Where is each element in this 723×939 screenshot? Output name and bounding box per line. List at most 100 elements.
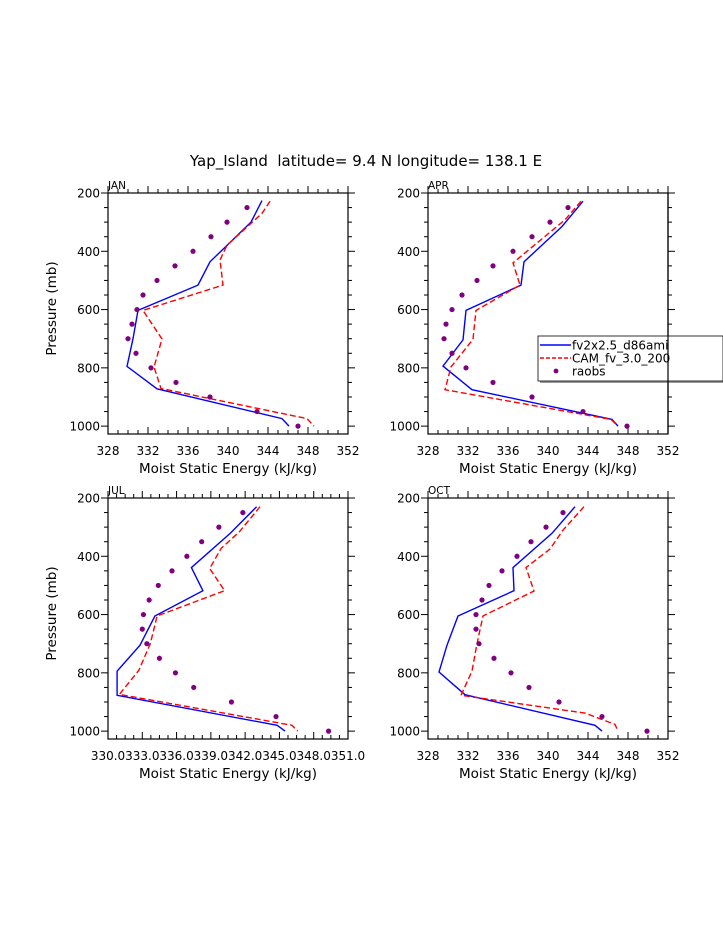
- cam-series-line: [459, 506, 619, 732]
- x-tick-label: 328: [417, 749, 440, 763]
- legend-label: raobs: [572, 365, 606, 379]
- panel-label: OCT: [428, 485, 451, 497]
- raobs-point: [449, 306, 455, 313]
- y-tick-label: 800: [397, 361, 420, 375]
- y-tick-label: 200: [77, 492, 100, 506]
- raobs-point: [190, 248, 196, 254]
- raobs-point: [543, 524, 549, 530]
- raobs-point: [295, 423, 301, 429]
- raobs-point: [499, 568, 505, 574]
- raobs-point: [139, 626, 145, 632]
- raobs-point: [473, 611, 479, 618]
- panel-jul: JUL 330.0 333.0 336.0 339.0 342.0 345.0 348.0 35…: [44, 485, 365, 782]
- raobs-point: [191, 684, 197, 691]
- y-axis-title: Pressure (mb): [44, 566, 60, 660]
- raobs-point: [529, 234, 535, 240]
- y-tick-label: 800: [77, 361, 100, 375]
- series-group: [441, 200, 630, 429]
- y-tick-label: 200: [77, 187, 100, 201]
- plot-frame: [427, 497, 669, 740]
- y-tick-label: 1000: [389, 420, 420, 434]
- x-tick-label: 348: [617, 749, 640, 763]
- y-tick-label: 1000: [69, 420, 100, 434]
- y-tick-label: 400: [397, 550, 420, 564]
- panel-label: JAN: [107, 180, 126, 192]
- raobs-point: [476, 641, 482, 647]
- x-tick-label: 328: [417, 444, 440, 458]
- raobs-point: [459, 292, 465, 298]
- x-axis-title: Moist Static Energy (kJ/kg): [459, 461, 637, 477]
- raobs-point: [490, 263, 496, 269]
- y-tick-label: 800: [397, 666, 420, 680]
- chart-title: Yap_Island latitude= 9.4 N longitude= 13…: [189, 152, 542, 171]
- raobs-point: [443, 321, 449, 327]
- plot-frame: [107, 192, 349, 435]
- x-tick-label: 332: [457, 749, 480, 763]
- panel-label: JUL: [107, 485, 125, 497]
- fv-series-line: [126, 200, 290, 427]
- y-tick-label: 800: [77, 666, 100, 680]
- x-tick-label: 351.0: [331, 749, 365, 763]
- plot-frame: [107, 497, 349, 740]
- raobs-point: [449, 350, 455, 356]
- raobs-point: [514, 553, 520, 559]
- raobs-point: [441, 336, 447, 342]
- x-tick-label: 340: [537, 749, 560, 763]
- raobs-point: [172, 670, 179, 676]
- raobs-point: [155, 582, 161, 589]
- raobs-point: [529, 394, 535, 400]
- raobs-point: [479, 597, 485, 603]
- x-tick-label: 348.0: [297, 749, 331, 763]
- raobs-point: [140, 292, 146, 298]
- raobs-point: [490, 379, 496, 386]
- panel-jan: JAN 328 332 336 340 344 348 352 200 400 600 800 1000…: [44, 180, 359, 477]
- fv-series-line: [442, 200, 619, 427]
- raobs-point: [560, 509, 566, 516]
- plot-frame: [427, 192, 669, 435]
- raobs-point: [173, 379, 179, 386]
- x-tick-label: 352: [337, 444, 360, 458]
- raobs-point: [463, 365, 469, 371]
- x-tick-label: 333.0: [125, 749, 159, 763]
- cam-series-line: [118, 506, 299, 732]
- legend-marker-raobs: [553, 368, 559, 374]
- cam-series-line: [141, 200, 315, 427]
- raobs-point: [486, 582, 492, 589]
- raobs-point: [134, 306, 140, 313]
- x-tick-label: 344: [257, 444, 280, 458]
- series-group: [438, 506, 650, 734]
- x-tick-label: 344: [577, 749, 600, 763]
- fv-series-line: [116, 506, 286, 732]
- x-tick-label: 336: [497, 749, 520, 763]
- raobs-point: [599, 713, 605, 720]
- raobs-point: [207, 394, 213, 400]
- raobs-point: [172, 263, 178, 269]
- x-tick-label: 348: [297, 444, 320, 458]
- x-tick-label: 332: [457, 444, 480, 458]
- series-group: [116, 506, 332, 734]
- legend-label: CAM_fv_3.0_200: [572, 352, 670, 366]
- raobs-point: [644, 728, 650, 734]
- panel-oct: OCT 328 332 336 340 344 348 352 200 400 600 800 1000…: [389, 485, 679, 782]
- y-tick-label: 200: [397, 492, 420, 506]
- x-tick-label: 340: [217, 444, 240, 458]
- x-tick-label: 352: [657, 444, 680, 458]
- raobs-point: [169, 568, 175, 574]
- raobs-point: [491, 655, 497, 661]
- x-tick-label: 339.0: [194, 749, 228, 763]
- x-tick-label: 344: [577, 444, 600, 458]
- raobs-point: [508, 670, 514, 676]
- raobs-point: [580, 408, 586, 415]
- raobs-point: [156, 655, 163, 661]
- y-tick-label: 400: [77, 550, 100, 564]
- raobs-point: [526, 684, 532, 691]
- series-group: [125, 200, 315, 429]
- y-tick-label: 1000: [389, 725, 420, 739]
- panel-apr: APR 328 332 336 340 344 348 352 200 400 600 800 1000…: [389, 180, 723, 477]
- raobs-point: [556, 699, 562, 705]
- y-tick-label: 400: [77, 245, 100, 259]
- y-tick-label: 600: [397, 303, 420, 317]
- raobs-point: [144, 641, 150, 647]
